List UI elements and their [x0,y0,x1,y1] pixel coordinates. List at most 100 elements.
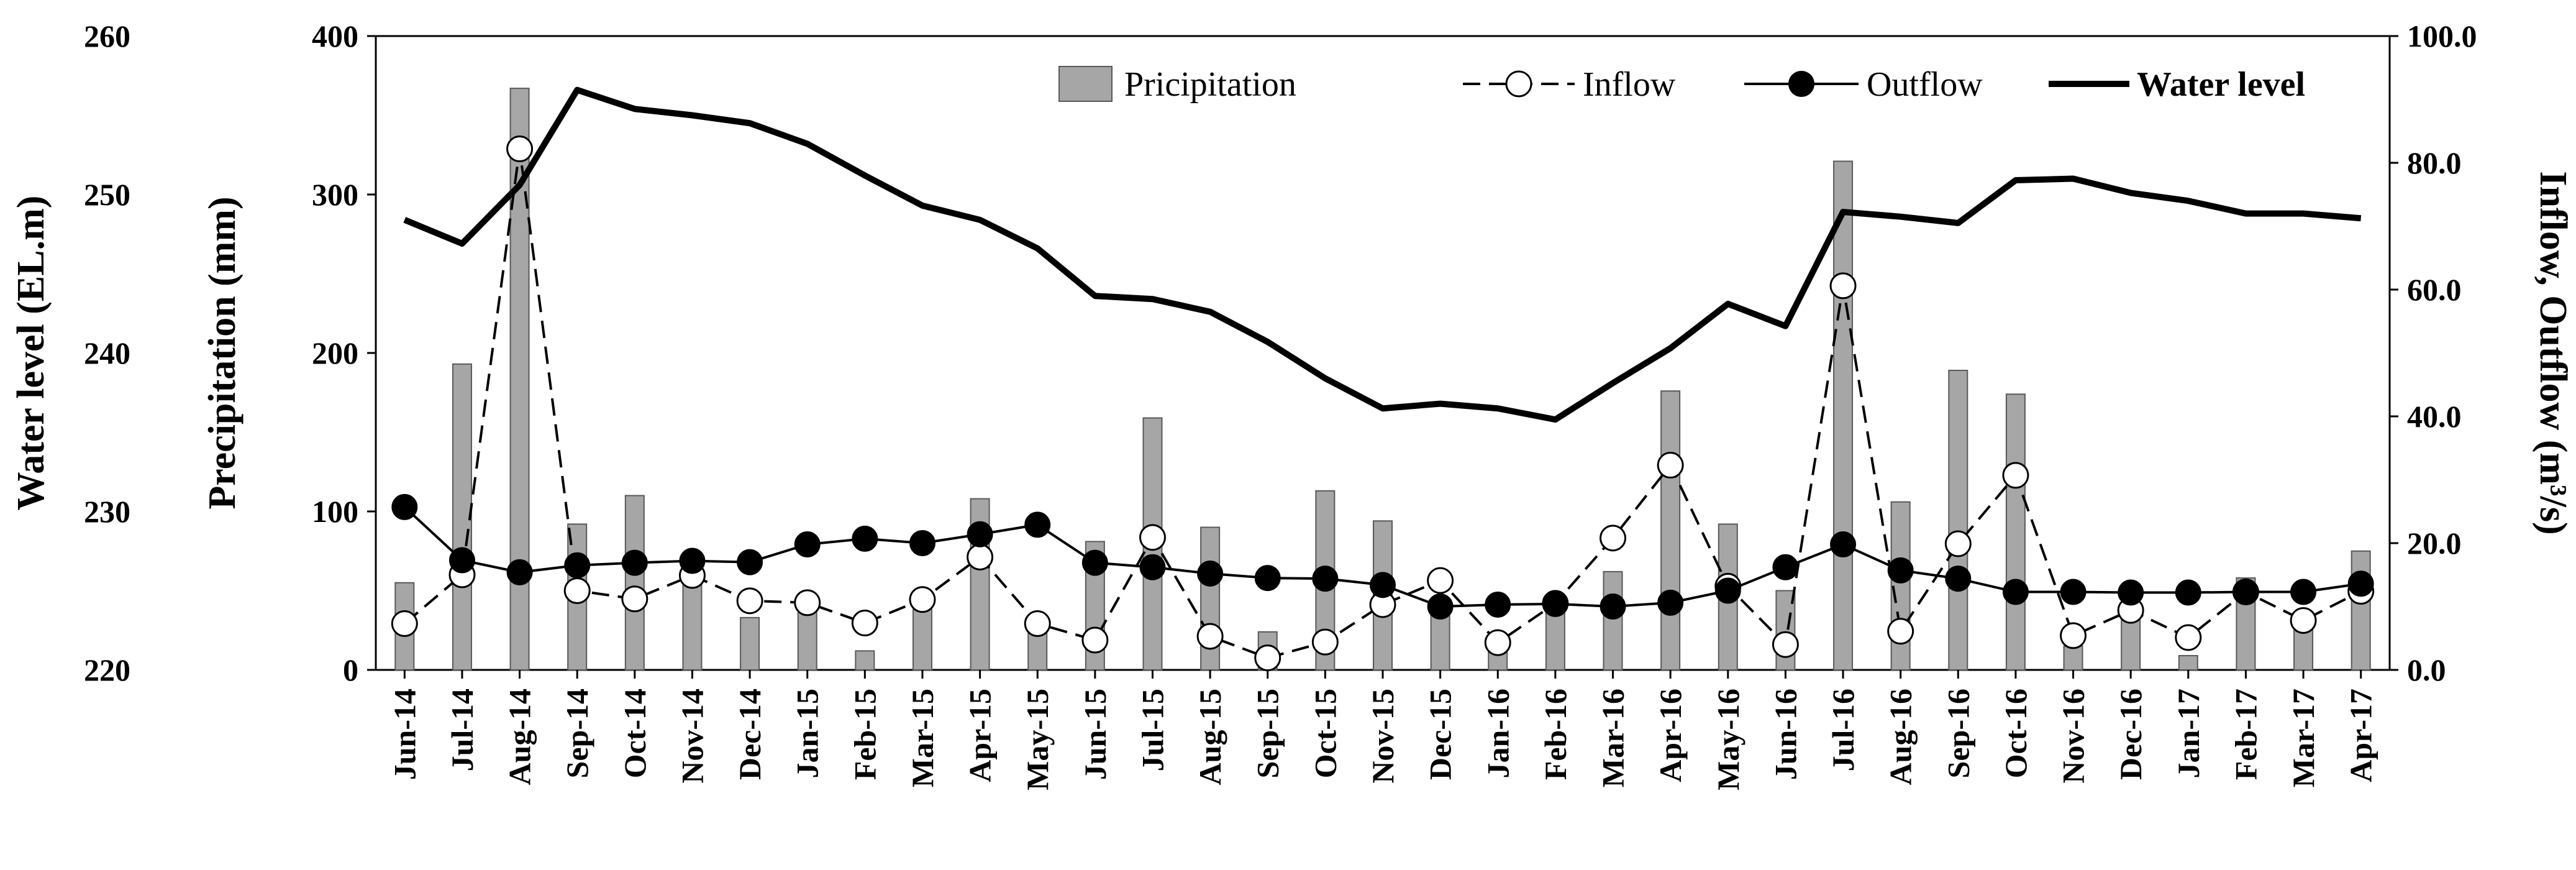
precipitation-tick-label: 100 [312,494,358,529]
axes: 220 230 240 250 260 Water level (EL.m) 0 100 200… [10,19,2574,790]
outflow-point [737,549,763,575]
precipitation-bar [624,495,645,671]
water-level-tick-label: 230 [84,494,130,529]
x-tick-label: Sep-15 [1250,689,1285,778]
inflow-point [794,589,821,616]
inflow-point [2290,607,2317,634]
precipitation-tick-label: 300 [312,177,358,212]
outflow-point [564,552,591,579]
x-tick-label: Oct-15 [1308,689,1342,778]
outflow-point [2002,579,2029,605]
outflow-point [1714,577,1741,604]
water-level-tick-label: 250 [84,177,130,212]
outflow-point [1024,511,1051,538]
x-tick-label: Jul-14 [445,689,480,771]
x-tick-label: Jan-16 [1480,689,1515,778]
outflow-point [1254,565,1281,592]
precipitation-bar [1660,390,1681,671]
precipitation-tick-label: 0 [343,652,358,687]
precipitation-bar [1603,570,1623,671]
x-tick-label: Jan-17 [2171,689,2206,778]
x-tick-label: Oct-16 [1998,689,2033,778]
outflow-point [2060,579,2087,605]
inflow-point [1887,618,1914,645]
x-tick-label: Apr-17 [2344,689,2378,782]
flow-tick-label: 20.0 [2407,526,2462,561]
inflow-point [2060,622,2087,649]
outflow-point [2232,579,2259,605]
inflow-point [1772,631,1799,658]
precipitation-tick-label: 200 [312,336,358,370]
flow-axis-title: Inflow, Outflow (m³/s) [2532,171,2574,534]
legend-marker-inflow [1505,70,1532,98]
x-tick-label: May-16 [1711,689,1745,790]
x-tick-label: Jul-16 [1826,689,1860,771]
x-tick-label: Dec-15 [1423,689,1458,780]
legend: Pricipitation Inflow Outflow Water level [1058,65,2305,104]
outflow-point [1542,590,1568,617]
water-level-tick-label: 220 [84,652,130,687]
x-tick-label: Oct-14 [617,689,652,778]
inflow-point [967,543,994,570]
inflow-point [1081,626,1109,654]
x-tick-label: Apr-16 [1653,689,1688,782]
outflow-point [1657,589,1684,616]
inflow-point [1657,452,1684,479]
outflow-point [794,531,821,558]
precipitation-bar [1948,370,1968,671]
legend-swatch-precipitation [1058,66,1113,102]
x-tick-label: Jan-15 [790,689,825,778]
legend-label-water-level: Water level [2137,65,2305,104]
x-tick-label: Aug-14 [503,689,537,785]
precipitation-bar [2178,655,2198,671]
x-tick-label: Dec-14 [732,689,767,780]
water-level-tick-label: 260 [84,19,130,53]
legend-label-outflow: Outflow [1867,65,1983,104]
precipitation-bar [1833,160,1854,671]
x-tick-label: Dec-16 [2113,689,2148,780]
x-tick-label: Mar-16 [1596,689,1631,787]
x-tick-label: Jun-16 [1768,689,1803,780]
inflow-line [404,149,2362,659]
outflow-point [1312,566,1339,592]
outflow-point [1370,572,1396,598]
inflow-point [736,587,763,615]
precipitation-axis-title: Precipitation (mm) [201,196,243,509]
x-tick-label: Sep-16 [1941,689,1975,778]
outflow-point [1772,554,1799,580]
inflow-point [1944,530,1972,557]
outflow-point [909,530,935,556]
outflow-point [679,547,706,574]
outflow-point [1081,549,1108,576]
outflow-point [1485,591,1511,618]
x-tick-label: Mar-17 [2286,689,2321,787]
precipitation-bar [855,650,875,671]
x-tick-label: Nov-15 [1365,689,1400,784]
flow-tick-label: 0.0 [2407,652,2446,687]
outflow-point [852,525,878,552]
legend-label-precipitation: Pricipitation [1124,65,1296,104]
outflow-point [1427,593,1454,620]
inflow-point [909,586,936,613]
legend-marker-outflow [1788,71,1814,97]
outflow-point [2347,570,2374,597]
inflow-point [1484,629,1511,656]
x-tick-label: Nov-14 [675,689,709,784]
precipitation-bar [2351,550,2371,671]
inflow-point [621,585,649,613]
x-tick-label: Nov-16 [2056,689,2091,784]
inflow-point [1427,567,1454,594]
x-tick-label: Feb-17 [2228,689,2263,780]
flow-tick-label: 60.0 [2407,272,2462,307]
inflow-point [391,610,418,638]
outflow-point [2118,579,2144,606]
outflow-point [967,521,993,547]
x-tick-label: Aug-16 [1883,689,1918,785]
water-level-axis-title: Water level (EL.m) [10,196,52,511]
inflow-point [2002,462,2029,489]
x-tick-label: Jun-14 [387,689,422,780]
precipitation-bar [797,609,817,671]
outflow-point [1830,531,1857,558]
water-level-line [403,86,2362,423]
